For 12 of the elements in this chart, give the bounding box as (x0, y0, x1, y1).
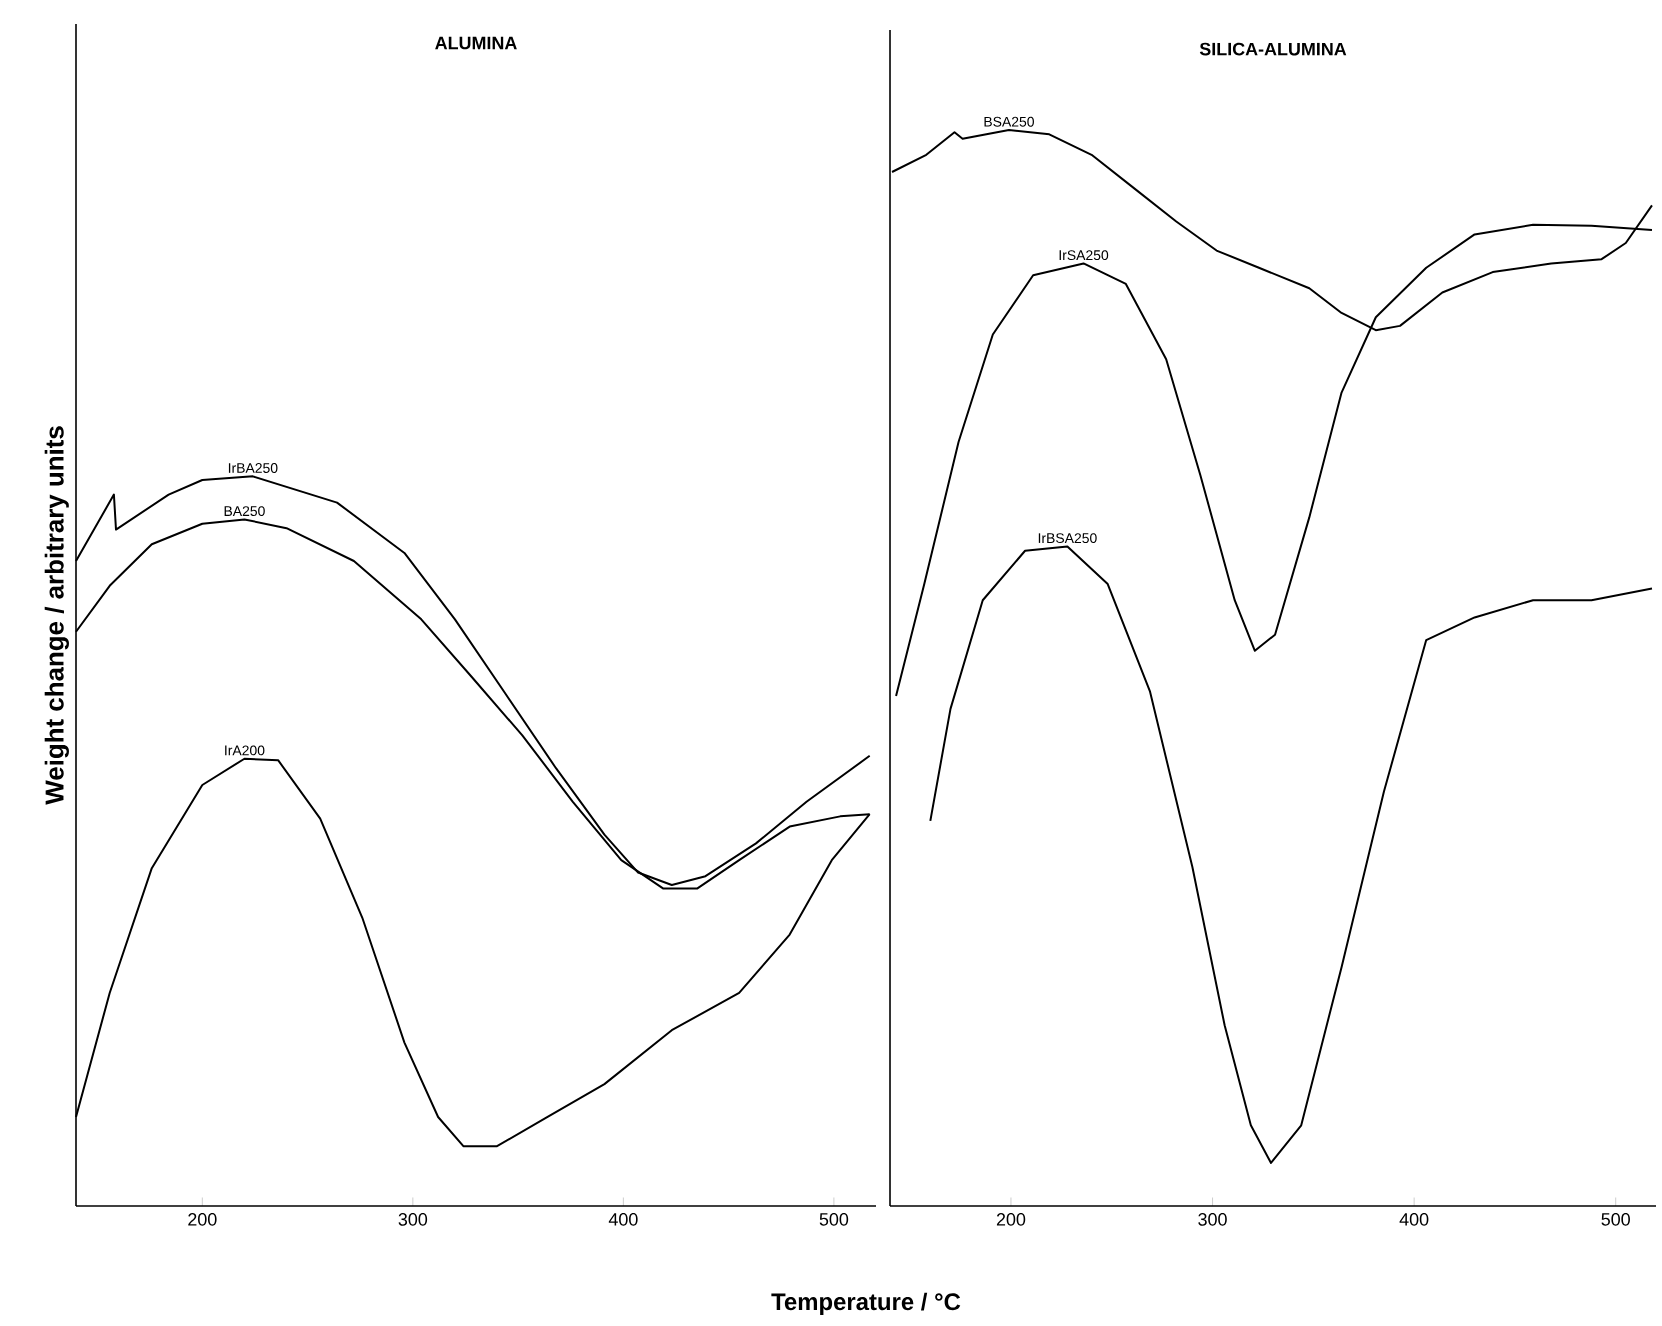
x-tick-label: 300 (1198, 1213, 1227, 1226)
chart-title: SILICA-ALUMINA (1199, 42, 1347, 56)
chart-title: ALUMINA (435, 36, 517, 50)
x-tick-label: 200 (188, 1213, 217, 1226)
x-tick-label: 500 (819, 1213, 849, 1226)
x-tick-label: 400 (1399, 1213, 1429, 1226)
x-tick-label: 200 (996, 1213, 1026, 1226)
x-axis-title: Temperature / °C (771, 1292, 961, 1315)
x-tick-label: 400 (608, 1213, 638, 1226)
x-tick-label: 300 (398, 1213, 428, 1226)
y-axis-title: Weight change / arbitrary units (44, 426, 69, 805)
x-tick-label: 500 (1601, 1213, 1630, 1226)
